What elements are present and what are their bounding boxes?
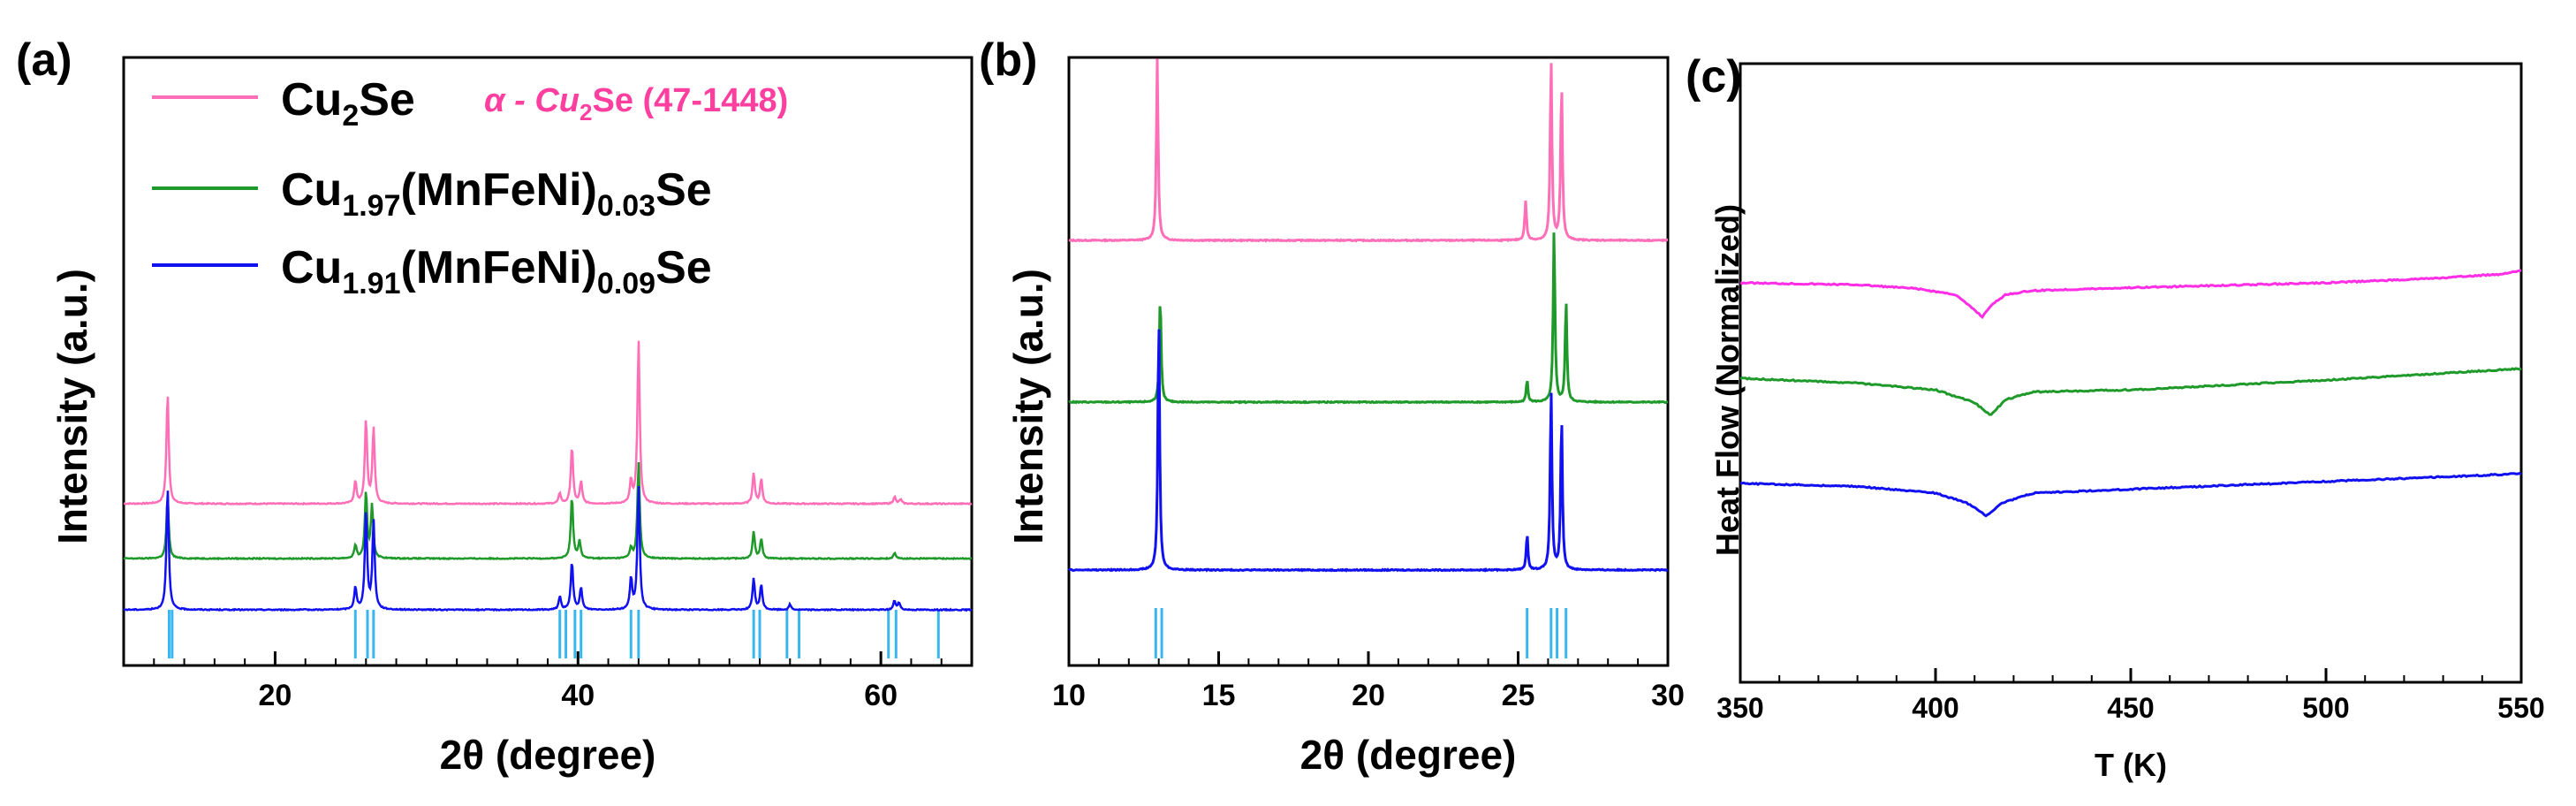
panel-b-x-axis-title: 2θ (degree)	[1300, 732, 1517, 778]
panel-c-x-ticks: 350 400 450 500 550	[1716, 668, 2545, 724]
panel-c-tick-label: 450	[2107, 692, 2154, 724]
panel-c: (c) 350 400 450 500 550 T (K) Heat Flow (Nor…	[1686, 51, 2545, 783]
panel-a: (a) 20 40 60 2θ (degree) Intensity (a.u.) …	[16, 34, 974, 778]
panel-a-tick-label: 20	[259, 679, 292, 712]
panel-a-legend: Cu2Se α - Cu2Se (47-1448) Cu1.97(MnFeNi)…	[152, 74, 788, 300]
panel-c-x-axis-title: T (K)	[2095, 747, 2167, 783]
panel-a-y-axis-title: Intensity (a.u.)	[49, 269, 95, 544]
panel-a-x-axis-title: 2θ (degree)	[440, 732, 656, 778]
panel-b-tick-label: 15	[1202, 679, 1236, 712]
panel-b-tick-label: 10	[1052, 679, 1086, 712]
panel-a-x-ticks: 20 40 60	[123, 651, 973, 712]
legend-label-cu2se: Cu2Se	[281, 74, 415, 133]
panel-c-series-line	[1739, 367, 2522, 416]
panel-a-frame	[122, 56, 974, 667]
panel-b: (b) 10 15 20 25 30 2θ (degree) Intensity (a.…	[979, 34, 1685, 778]
panel-b-tick-label: 30	[1651, 679, 1685, 712]
panel-a-tick-label: 40	[561, 679, 595, 712]
panel-c-label: (c)	[1686, 51, 1742, 103]
panel-c-tick-label: 350	[1716, 692, 1763, 724]
panel-b-reference-lines	[1154, 608, 1568, 658]
panel-b-tick-label: 25	[1502, 679, 1535, 712]
panel-c-tick-label: 500	[2302, 692, 2349, 724]
panel-a-label: (a)	[16, 34, 72, 86]
panel-a-reference-lines	[167, 610, 940, 658]
panel-b-series	[1067, 58, 1669, 573]
panel-a-series-line	[123, 485, 973, 612]
legend-label-cu197: Cu1.97(MnFeNi)0.03Se	[281, 164, 712, 223]
panel-b-tick-label: 20	[1352, 679, 1385, 712]
panel-a-series	[123, 340, 973, 612]
legend-label-cu191: Cu1.91(MnFeNi)0.09Se	[281, 242, 712, 300]
panel-b-series-line	[1068, 232, 1669, 405]
panel-c-frame	[1739, 62, 2523, 684]
panel-b-y-axis-title: Intensity (a.u.)	[1005, 269, 1051, 544]
panel-a-tick-label: 60	[864, 679, 898, 712]
panel-a-series-line	[123, 340, 973, 506]
panel-b-x-ticks: 10 15 20 25 30	[1052, 651, 1685, 712]
panel-c-tick-label: 400	[1912, 692, 1959, 724]
legend-reference-label: α - Cu2Se (47-1448)	[484, 82, 788, 125]
panel-c-series-line	[1739, 269, 2522, 319]
panel-a-x-axis-title-text: 2θ (degree)	[440, 732, 656, 778]
panel-b-label: (b)	[979, 34, 1037, 86]
panel-b-series-line	[1068, 58, 1668, 243]
panel-b-series-line	[1067, 329, 1669, 573]
panel-c-series	[1739, 269, 2522, 518]
panel-a-series-line	[123, 461, 973, 561]
panel-c-y-axis-title: Heat Flow (Normalized)	[1709, 204, 1746, 556]
panel-c-tick-label: 550	[2497, 692, 2544, 724]
panel-c-series-line	[1740, 471, 2522, 518]
